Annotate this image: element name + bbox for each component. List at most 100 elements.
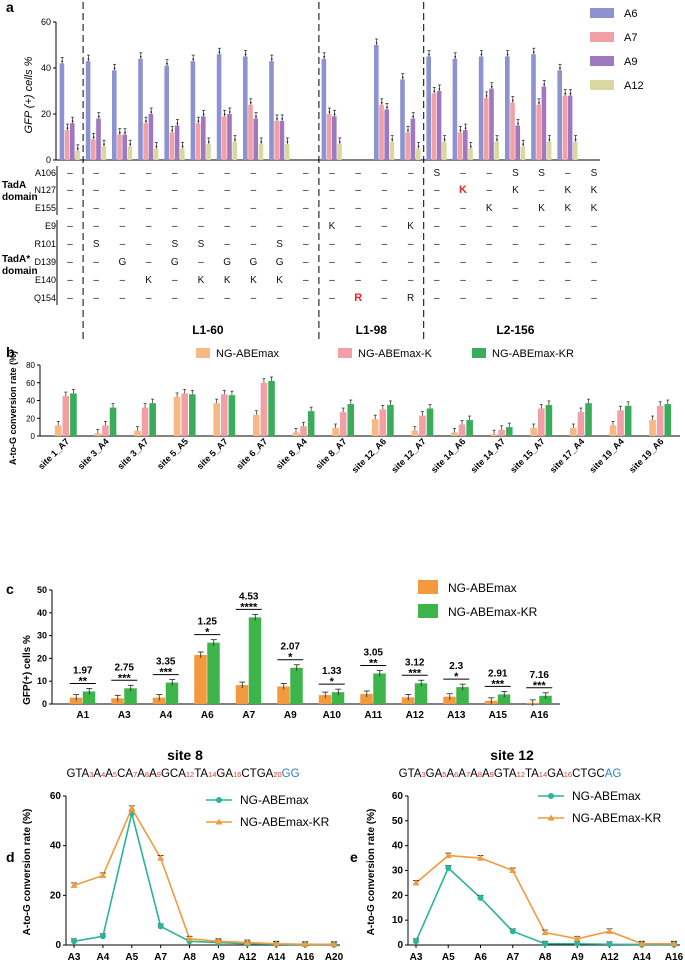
a-dot [328,111,331,113]
a-cell: – [486,257,492,268]
c-xtick-label: A15 [489,710,508,721]
a-cell: S [171,239,178,250]
a-cell: – [434,221,440,232]
b-bar-NG-ABEmax-K [379,409,387,436]
a-cell: – [355,239,361,250]
a-cell: – [224,185,230,196]
b-bar-NG-ABEmax-KR [545,404,553,436]
sequence-part: 20 [273,770,281,779]
c-fold-label: 4.53 [239,591,259,602]
a-dot [412,115,415,118]
a-cell: – [591,293,597,304]
a-bar-A12 [573,141,578,160]
a-row-label-E9: E9 [45,221,56,231]
e-xtick-label: A3 [410,952,423,963]
panel-label-a: a [6,0,14,15]
d-marker-NG-ABEmax-KR [214,937,222,944]
e-marker-NG-ABEmax [509,928,516,935]
d-line-NG-ABEmax [73,813,334,946]
a-dot [323,55,326,58]
c-bar-NG-ABEmax-KR [456,687,469,704]
a-cell: – [539,239,545,250]
c-sig-stars: *** [491,678,505,690]
a-cell: – [172,203,178,214]
e-xtick-label: A8 [539,952,552,963]
b-xtick-label: site 6_A7 [234,436,269,471]
e-marker-NG-ABEmax-KR [606,927,613,934]
a-cell: – [408,275,414,286]
d-marker-NG-ABEmax-KR [157,854,165,861]
a-cell: – [67,275,73,286]
c-bar-NG-ABEmax [69,697,83,704]
panel-label-d: d [6,849,15,865]
e-marker-NG-ABEmax [542,940,548,947]
a-cell: – [146,168,152,179]
c-fold-label: 2.91 [488,668,508,679]
a-cell: – [513,239,519,250]
c-fold-label: 3.35 [156,657,176,668]
a-dot [454,55,457,58]
a-cell: K [407,221,414,232]
c-bar-NG-ABEmax-KR [331,692,345,704]
e-legend-marker [547,814,555,821]
a-dot [375,42,378,44]
a-dot [391,138,394,141]
b-bar-NG-ABEmax [134,430,141,436]
a-bar-A9 [515,125,520,160]
a-cell: – [329,203,335,214]
b-bar-NG-ABEmax [609,425,617,436]
b-bar-NG-ABEmax-KR [347,404,355,436]
a-cell: G [250,257,258,268]
c-bar-NG-ABEmax [194,654,207,704]
sequence-part: A [446,768,454,780]
a-bar-A9 [279,120,285,160]
sequence-part: GTA [494,768,517,780]
b-bar-NG-ABEmax [54,425,62,436]
sequence-part: GA [547,768,564,780]
sequence-part: TA [194,768,208,780]
sequence-part: 12 [186,770,194,779]
a-dot [87,58,90,60]
a-dot [270,58,273,60]
e-xtick-label: A7 [506,952,519,963]
a-ytick-label: 20 [41,109,51,119]
b-bar-NG-ABEmax-K [339,412,347,436]
a-cell: – [277,168,283,179]
a-cell: K [591,203,598,214]
d-xtick-label: A12 [238,952,257,963]
c-fold-label: 3.05 [364,647,384,658]
b-xtick-label: site 14_A7 [469,436,508,475]
a-bar-A7 [117,134,122,160]
a-bar-A9 [122,134,127,160]
a-bar-A6 [85,61,91,160]
a-group-label: L1-98 [356,323,388,337]
d-title: site 8 [167,747,203,763]
c-xtick-label: A13 [447,710,466,721]
a-cell: – [486,185,492,196]
a-dot [223,113,226,116]
c-ytick-label: 30 [37,631,47,641]
a-bar-A9 [463,130,468,160]
a-cell: – [329,293,335,304]
a-cell: – [277,293,283,304]
a-cell: – [460,239,466,250]
a-bar-A7 [169,132,175,160]
b-bar-NG-ABEmax [371,419,379,436]
a-cell: – [408,239,414,250]
b-bar-NG-ABEmax-K [181,393,188,436]
c-fold-label: 3.12 [405,657,425,668]
a-dot [192,58,195,60]
d-marker-NG-ABEmax-KR [70,881,78,888]
a-cell: – [198,257,204,268]
b-xtick-label: site 12_A6 [350,436,389,475]
a-dot [155,145,158,148]
d-ytick-label: 60 [50,791,62,802]
c-bar-NG-ABEmax [443,696,456,704]
a-cell: G [276,257,284,268]
a-row-label-Q154: Q154 [34,293,56,303]
a-bar-A7 [405,132,410,160]
a-bar-A12 [206,143,211,160]
a-cell: – [382,168,388,179]
a-cell: – [146,185,152,196]
a-dot [249,101,252,104]
